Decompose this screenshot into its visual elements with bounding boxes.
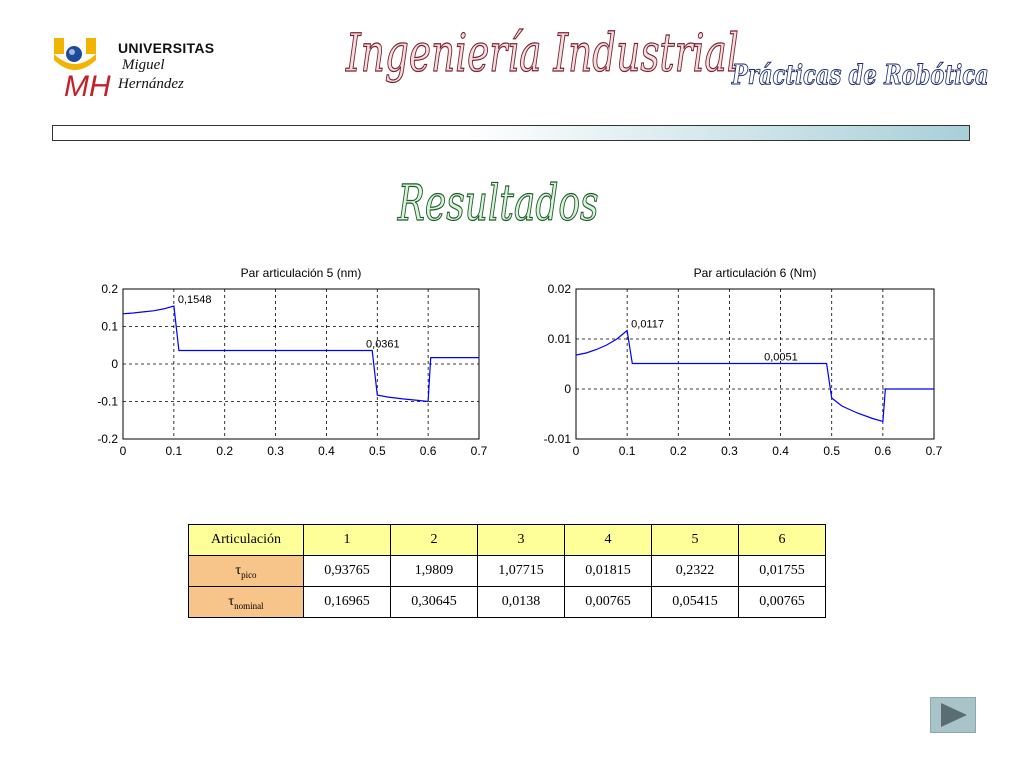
table-header-cell: 1: [303, 524, 391, 556]
data-label: 0,1548: [178, 294, 212, 306]
x-tick-label: 0: [573, 444, 580, 458]
play-triangle-icon: [941, 703, 967, 727]
x-tick-label: 0: [120, 444, 127, 458]
tau-subscript: nominal: [234, 600, 264, 611]
svg-text:MH: MH: [64, 70, 111, 102]
row-label-tau-pico: τpico: [188, 555, 304, 587]
table-cell: 0,0138: [477, 586, 565, 618]
tau-subscript: pico: [241, 569, 257, 580]
x-tick-label: 0.3: [721, 444, 738, 458]
next-slide-button[interactable]: [930, 697, 976, 733]
x-tick-label: 0.2: [216, 444, 233, 458]
table-cell: 1,9809: [390, 555, 478, 587]
x-tick-label: 0.6: [420, 444, 437, 458]
y-tick-label: -0.2: [97, 432, 118, 446]
university-name-hernandez: Hernández: [118, 76, 184, 92]
table-cell: 0,01755: [738, 555, 826, 587]
table-cell: 0,00765: [564, 586, 652, 618]
row-label-tau-nominal: τnominal: [188, 586, 304, 618]
x-tick-label: 0.7: [471, 444, 488, 458]
x-tick-label: 0.1: [619, 444, 636, 458]
header-divider: [52, 125, 970, 141]
data-label: 0,0361: [366, 338, 400, 350]
x-tick-label: 0.4: [772, 444, 789, 458]
university-logo: MH UNIVERSITAS Miguel Hernández: [52, 36, 215, 106]
x-tick-label: 0.5: [823, 444, 840, 458]
table-header-cell: 5: [651, 524, 739, 556]
university-name-miguel: Miguel: [122, 57, 165, 73]
table-cell: 0,00765: [738, 586, 826, 618]
chart-joint-6-torque: Par articulación 6 (Nm) 0 0.1 0.2 0.3 0.4 0.5 0…: [544, 266, 943, 458]
table-cell: 1,07715: [477, 555, 565, 587]
x-tick-label: 0.7: [926, 444, 943, 458]
chart-joint-5-torque: Par articulación 5 (nm) 0 0.1 0.2 0.3 0.4 0.5 0…: [97, 266, 488, 458]
y-tick-label: 0.02: [548, 282, 572, 296]
page-subtitle: Prácticas de Robótica: [731, 60, 990, 91]
table-header-cell: 2: [390, 524, 478, 556]
x-tick-label: 0.5: [369, 444, 386, 458]
x-tick-label: 0.3: [267, 444, 284, 458]
y-tick-label: -0.01: [544, 432, 572, 446]
y-tick-label: 0: [564, 382, 571, 396]
chart-title: Par articulación 5 (nm): [241, 266, 362, 280]
torque-table: Articulación 1 2 3 4 5 6 τpico 0,93765 1…: [188, 524, 826, 618]
table-header-row: Articulación 1 2 3 4 5 6: [188, 524, 826, 556]
tau-symbol: τ: [228, 593, 235, 609]
x-tick-label: 0.2: [670, 444, 687, 458]
table-cell: 0,30645: [390, 586, 478, 618]
y-tick-label: 0.2: [101, 282, 118, 296]
table-cell: 0,01815: [564, 555, 652, 587]
table-cell: 0,2322: [651, 555, 739, 587]
university-name: UNIVERSITAS: [118, 40, 215, 56]
data-label: 0,0117: [631, 319, 664, 331]
x-tick-label: 0.4: [318, 444, 335, 458]
table-row-tau-nominal: τnominal 0,16965 0,30645 0,0138 0,00765 …: [188, 586, 826, 618]
series-line: [575, 329, 934, 423]
chart-title: Par articulación 6 (Nm): [694, 266, 817, 280]
data-label: 0,0051: [764, 352, 798, 364]
table-cell: 0,93765: [303, 555, 391, 587]
umh-emblem-icon: MH: [54, 38, 111, 103]
table-header-cell: 3: [477, 524, 565, 556]
table-header-cell: 4: [564, 524, 652, 556]
section-title: Resultados: [397, 174, 599, 232]
y-tick-label: 0.1: [101, 320, 118, 334]
y-tick-label: 0.01: [548, 332, 572, 346]
page-title: Ingeniería Industrial: [346, 24, 740, 84]
x-tick-label: 0.1: [166, 444, 183, 458]
y-tick-label: -0.1: [97, 395, 118, 409]
table-header-cell: Articulación: [188, 524, 304, 556]
table-header-cell: 6: [738, 524, 826, 556]
series-line: [122, 305, 479, 403]
tau-symbol: τ: [235, 562, 242, 578]
table-cell: 0,05415: [651, 586, 739, 618]
table-row-tau-pico: τpico 0,93765 1,9809 1,07715 0,01815 0,2…: [188, 555, 826, 587]
table-cell: 0,16965: [303, 586, 391, 618]
y-tick-label: 0: [111, 357, 118, 371]
x-tick-label: 0.6: [875, 444, 892, 458]
